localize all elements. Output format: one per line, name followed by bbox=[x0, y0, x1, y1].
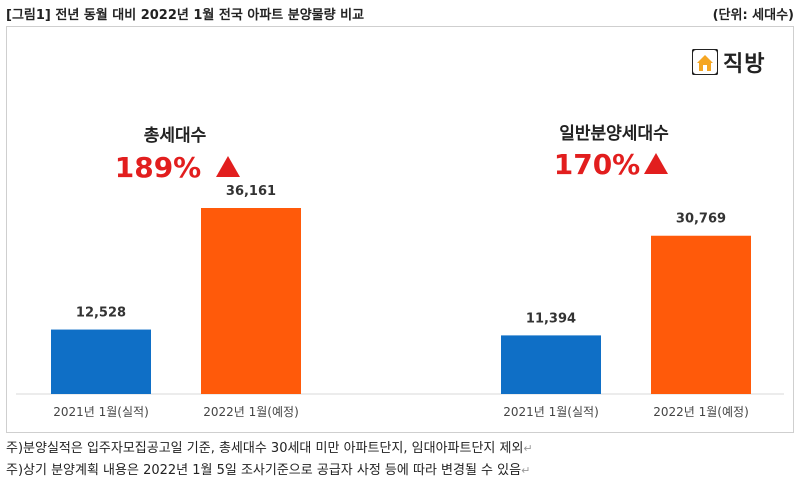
bar bbox=[51, 329, 151, 394]
data-label: 36,161 bbox=[226, 184, 276, 199]
logo-text: 직방 bbox=[723, 52, 766, 77]
category-label: 2022년 1월(예정) bbox=[203, 405, 299, 419]
figure-title: [그림1] 전년 동월 대비 2022년 1월 전국 아파트 분양물량 비교 bbox=[6, 8, 365, 23]
brand-logo: 직방 bbox=[692, 46, 765, 78]
chart-title: 총세대수 bbox=[144, 126, 207, 146]
footnotes: 주)분양실적은 입주자모집공고일 기준, 총세대수 30세대 미만 아파트단지,… bbox=[6, 438, 533, 482]
chart-title: 일반분양세대수 bbox=[559, 124, 669, 144]
category-label: 2021년 1월(실적) bbox=[503, 405, 599, 419]
footnote-1: 주)분양실적은 입주자모집공고일 기준, 총세대수 30세대 미만 아파트단지,… bbox=[6, 441, 533, 456]
category-label: 2022년 1월(예정) bbox=[653, 405, 749, 419]
increase-triangle-icon bbox=[216, 156, 240, 177]
category-label: 2021년 1월(실적) bbox=[53, 405, 149, 419]
increase-triangle-icon bbox=[644, 153, 668, 174]
bar bbox=[201, 208, 301, 394]
growth-rate-label: 189% bbox=[115, 151, 202, 184]
data-label: 30,769 bbox=[676, 212, 726, 227]
data-label: 11,394 bbox=[526, 311, 576, 326]
data-label: 12,528 bbox=[76, 306, 126, 321]
bar bbox=[651, 235, 751, 394]
unit-label: (단위: 세대수) bbox=[712, 8, 794, 23]
chart-canvas: 총세대수 189% 12,528 2021년 1월(실적) 36,161 2022년 1월… bbox=[16, 124, 784, 419]
house-logo-icon bbox=[692, 49, 718, 75]
bar bbox=[501, 335, 601, 394]
growth-rate-label: 170% bbox=[554, 148, 641, 181]
footnote-2: 주)상기 분양계획 내용은 2022년 1월 5일 조사기준으로 공급자 사정 … bbox=[6, 463, 531, 478]
